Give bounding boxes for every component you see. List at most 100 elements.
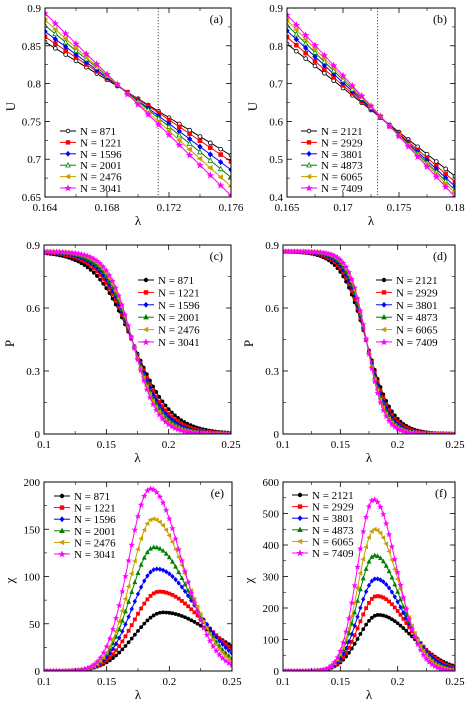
legend-marker (142, 326, 149, 333)
data-point (159, 410, 165, 415)
data-point (128, 541, 135, 548)
data-point (179, 418, 184, 422)
data-point (103, 273, 109, 279)
y-tick-label: 300 (263, 572, 280, 584)
data-point (381, 579, 386, 585)
data-point (101, 281, 106, 286)
data-point (292, 21, 301, 29)
x-tick-label: 0.25 (221, 439, 241, 451)
data-point (385, 531, 393, 538)
data-point (94, 658, 101, 665)
data-point (337, 651, 343, 657)
data-point (106, 278, 112, 284)
data-point (385, 417, 393, 424)
legend-marker (306, 150, 312, 157)
data-point (187, 131, 192, 137)
plot-area (283, 496, 455, 671)
series-n-7409 (283, 496, 455, 671)
data-point (384, 581, 389, 588)
series-line (44, 252, 231, 434)
data-point (166, 515, 173, 522)
plot-area (44, 248, 231, 434)
data-point (111, 656, 115, 660)
data-point (358, 605, 363, 611)
data-point (118, 301, 126, 308)
y-tick-label: 150 (24, 524, 41, 536)
series-line (283, 528, 455, 671)
legend-label: N = 2476 (158, 325, 200, 337)
data-point (189, 607, 194, 612)
data-point (163, 403, 168, 408)
x-tick-label: 0.2 (391, 439, 405, 451)
data-point (160, 404, 165, 409)
data-point (113, 628, 118, 634)
legend-marker (65, 140, 71, 145)
data-point (109, 625, 117, 632)
legend-label: N = 4873 (321, 160, 363, 172)
legend-label: N = 1221 (74, 503, 116, 515)
data-point (374, 527, 380, 533)
data-point (113, 641, 119, 647)
data-point (358, 632, 363, 636)
legend-label: N = 2929 (312, 502, 354, 514)
data-point (104, 286, 109, 291)
data-point (403, 605, 410, 612)
data-point (154, 566, 159, 572)
data-point (113, 634, 119, 639)
series-n-2001 (44, 544, 232, 671)
data-point (165, 131, 173, 139)
legend-marker (305, 173, 312, 180)
x-tick-label: 0.25 (445, 439, 465, 451)
data-point (203, 631, 211, 638)
x-tick-label: 0.15 (331, 439, 351, 451)
series-n-871 (44, 251, 231, 434)
data-point (331, 658, 338, 665)
data-point (78, 250, 85, 257)
legend-marker (65, 150, 71, 157)
data-point (220, 641, 225, 648)
data-point (384, 597, 389, 602)
legend-label: N = 2121 (312, 490, 354, 502)
y-tick-label: 0.9 (27, 3, 41, 15)
legend-marker (305, 184, 313, 192)
data-point (111, 652, 115, 657)
data-point (325, 250, 333, 257)
data-point (386, 548, 391, 554)
data-point (119, 617, 125, 623)
data-point (173, 612, 178, 616)
legend-label: N = 2001 (158, 312, 200, 324)
data-point (141, 554, 147, 560)
y-tick-label: 50 (29, 619, 41, 631)
legend-label: N = 3041 (80, 183, 122, 195)
data-point (398, 604, 403, 610)
legend-marker (297, 526, 303, 532)
data-point (219, 654, 226, 661)
data-point (361, 612, 366, 617)
x-tick-label: 0.172 (157, 202, 182, 214)
data-point (347, 645, 351, 650)
data-point (210, 637, 216, 643)
data-point (100, 654, 106, 660)
data-point (131, 345, 138, 352)
data-point (126, 599, 132, 604)
data-point (174, 426, 182, 433)
legend-label: N = 3801 (312, 513, 354, 525)
data-point (337, 647, 344, 654)
data-point (321, 58, 328, 65)
data-point (145, 618, 150, 623)
data-point (186, 146, 192, 153)
data-point (216, 646, 222, 652)
data-point (120, 639, 125, 644)
data-point (82, 263, 87, 268)
data-point (175, 137, 182, 144)
data-point (87, 253, 94, 261)
data-point (164, 610, 169, 615)
data-point (148, 615, 153, 620)
data-point (154, 120, 163, 129)
data-point (95, 274, 99, 278)
data-point (112, 284, 119, 291)
data-point (452, 183, 455, 190)
data-point (132, 598, 138, 604)
data-point (103, 650, 109, 656)
data-point (312, 53, 318, 60)
